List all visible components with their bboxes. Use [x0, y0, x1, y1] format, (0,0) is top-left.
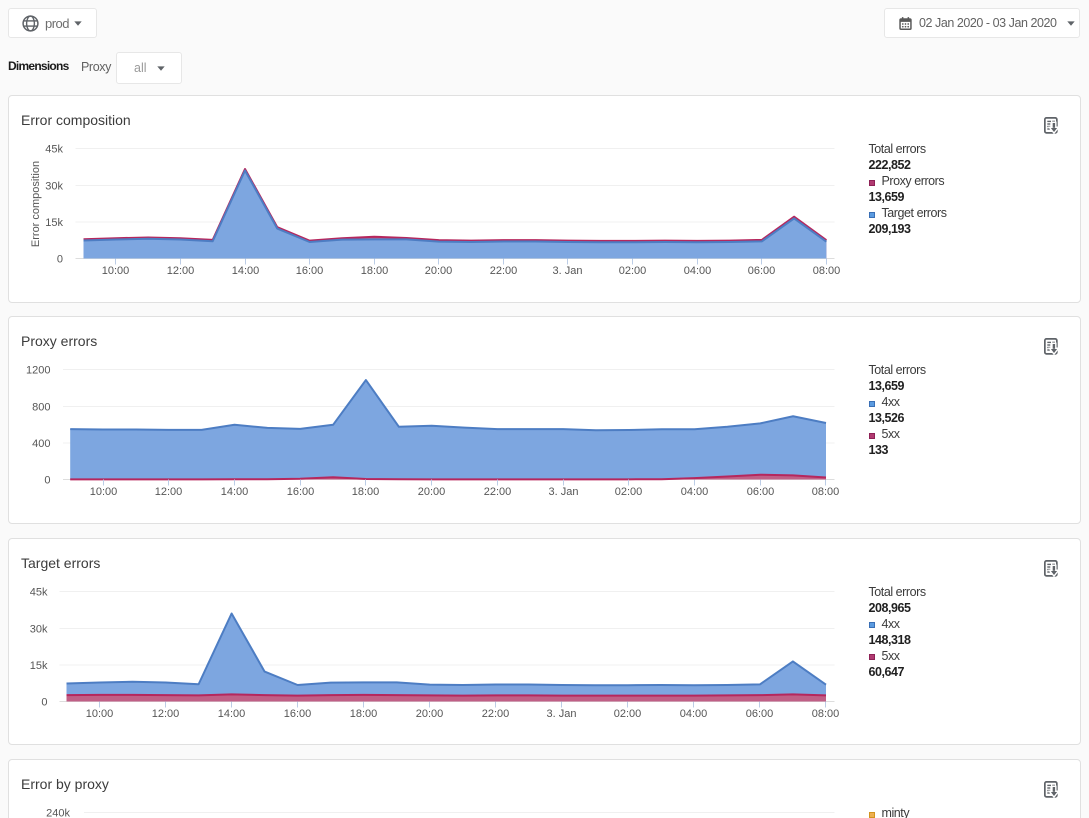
svg-text:30k: 30k: [30, 623, 48, 635]
svg-text:10:00: 10:00: [102, 265, 130, 277]
svg-text:15k: 15k: [45, 217, 63, 229]
svg-text:22:00: 22:00: [490, 265, 518, 277]
svg-text:18:00: 18:00: [352, 486, 380, 498]
svg-text:14:00: 14:00: [232, 265, 260, 277]
svg-text:16:00: 16:00: [287, 486, 315, 498]
svg-text:18:00: 18:00: [361, 265, 389, 277]
svg-text:3. Jan: 3. Jan: [547, 708, 577, 720]
svg-text:08:00: 08:00: [812, 708, 840, 720]
svg-text:20:00: 20:00: [416, 708, 444, 720]
svg-text:Error composition: Error composition: [30, 161, 42, 247]
svg-text:04:00: 04:00: [681, 486, 709, 498]
svg-text:06:00: 06:00: [748, 265, 776, 277]
svg-text:12:00: 12:00: [152, 708, 180, 720]
svg-text:45k: 45k: [45, 143, 63, 155]
svg-text:15k: 15k: [30, 659, 48, 671]
svg-text:400: 400: [32, 438, 50, 450]
svg-text:18:00: 18:00: [350, 708, 378, 720]
svg-text:800: 800: [32, 401, 50, 413]
svg-text:14:00: 14:00: [221, 486, 249, 498]
svg-text:04:00: 04:00: [680, 708, 708, 720]
svg-text:16:00: 16:00: [284, 708, 312, 720]
svg-text:20:00: 20:00: [418, 486, 446, 498]
svg-text:240k: 240k: [46, 807, 70, 818]
svg-text:10:00: 10:00: [90, 486, 118, 498]
svg-text:04:00: 04:00: [684, 265, 712, 277]
svg-text:02:00: 02:00: [615, 486, 643, 498]
svg-text:06:00: 06:00: [746, 708, 774, 720]
svg-text:45k: 45k: [30, 586, 48, 598]
svg-text:12:00: 12:00: [155, 486, 183, 498]
svg-text:0: 0: [44, 474, 50, 486]
svg-text:1200: 1200: [26, 364, 50, 376]
svg-text:0: 0: [57, 253, 63, 265]
svg-text:16:00: 16:00: [296, 265, 324, 277]
svg-text:3. Jan: 3. Jan: [553, 265, 583, 277]
svg-text:12:00: 12:00: [167, 265, 195, 277]
svg-text:22:00: 22:00: [482, 708, 510, 720]
svg-text:14:00: 14:00: [218, 708, 246, 720]
svg-text:30k: 30k: [45, 180, 63, 192]
svg-text:02:00: 02:00: [614, 708, 642, 720]
svg-text:06:00: 06:00: [747, 486, 775, 498]
svg-text:08:00: 08:00: [812, 486, 840, 498]
svg-text:08:00: 08:00: [813, 265, 841, 277]
svg-text:22:00: 22:00: [484, 486, 512, 498]
svg-text:10:00: 10:00: [86, 708, 114, 720]
svg-text:0: 0: [41, 696, 47, 708]
svg-text:02:00: 02:00: [619, 265, 647, 277]
svg-text:3. Jan: 3. Jan: [549, 486, 579, 498]
svg-text:20:00: 20:00: [425, 265, 453, 277]
